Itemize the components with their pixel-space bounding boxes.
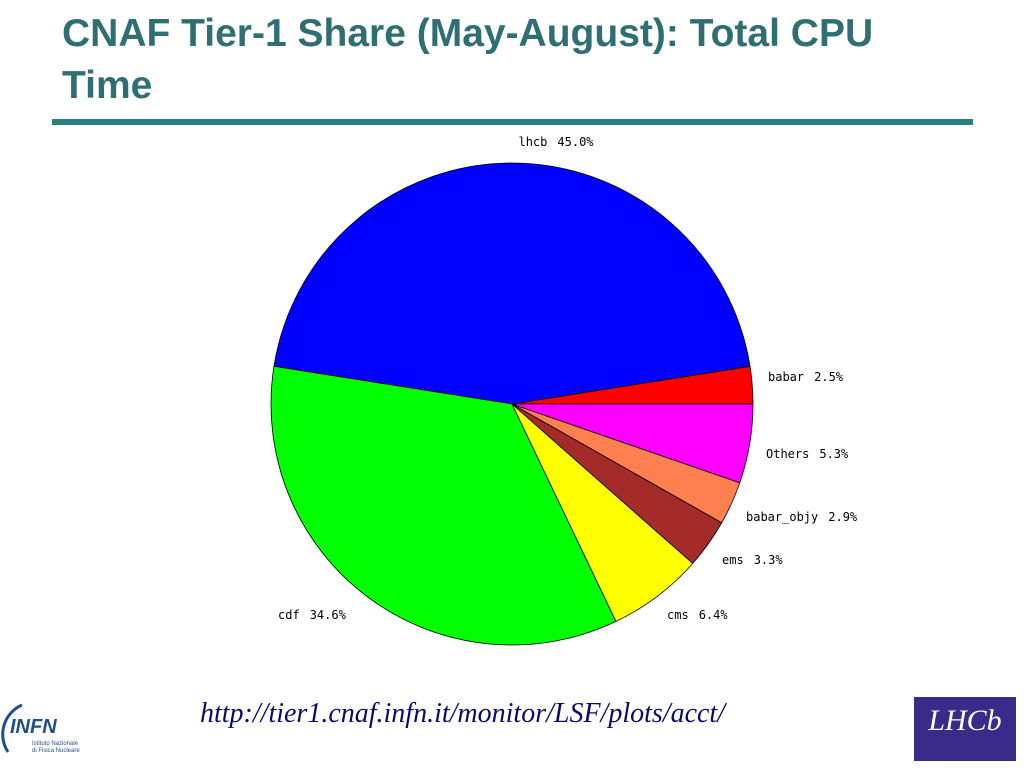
slice-name: ems xyxy=(722,553,744,567)
slice-name: cms xyxy=(667,608,689,622)
source-url[interactable]: http://tier1.cnaf.infn.it/monitor/LSF/pl… xyxy=(200,698,727,729)
infn-line1: Istituto Nazionale xyxy=(32,741,79,747)
slice-name: Others xyxy=(766,447,809,461)
lhcb-name: LHCb xyxy=(927,704,1001,737)
slice-name: lhcb xyxy=(518,135,547,149)
pie-slice xyxy=(270,365,617,646)
infn-line2: di Fisica Nucleare xyxy=(32,748,80,754)
slice-value: 2.5% xyxy=(814,370,844,384)
slice-name: cdf xyxy=(278,608,300,622)
lhcb-logo: LHCb xyxy=(914,697,1016,761)
slice-name: babar xyxy=(768,370,804,384)
pie: babar 2.5% lhcb 45.0% cdf 34.6% cms 6.4% ems 3.3%… xyxy=(270,135,858,646)
slice-label: lhcb 45.0% xyxy=(518,135,594,149)
slice-value: 5.3% xyxy=(819,447,849,461)
title-rule xyxy=(52,119,973,125)
slice-label: cdf 34.6% xyxy=(278,608,347,622)
slice-name: babar_objy xyxy=(746,510,818,524)
slice-label: babar 2.5% xyxy=(768,370,844,384)
infn-name: INFN xyxy=(10,716,57,738)
pie-slice xyxy=(273,162,751,405)
chart-title: CNAF Tier-1 Share (May-August): Total CP… xyxy=(62,12,873,107)
slice-label: Others 5.3% xyxy=(766,447,849,461)
slice-label: cms 6.4% xyxy=(667,608,728,622)
slice-value: 34.6% xyxy=(310,608,347,622)
slice-value: 6.4% xyxy=(699,608,729,622)
pie-slice xyxy=(511,403,754,484)
slice-value: 3.3% xyxy=(754,553,784,567)
slice-label: ems 3.3% xyxy=(722,553,783,567)
slice-value: 45.0% xyxy=(557,135,594,149)
slice-label: babar_objy 2.9% xyxy=(746,510,858,524)
slice-value: 2.9% xyxy=(828,510,858,524)
infn-logo: INFN Istituto Nazionale di Fisica Nuclea… xyxy=(1,703,80,754)
